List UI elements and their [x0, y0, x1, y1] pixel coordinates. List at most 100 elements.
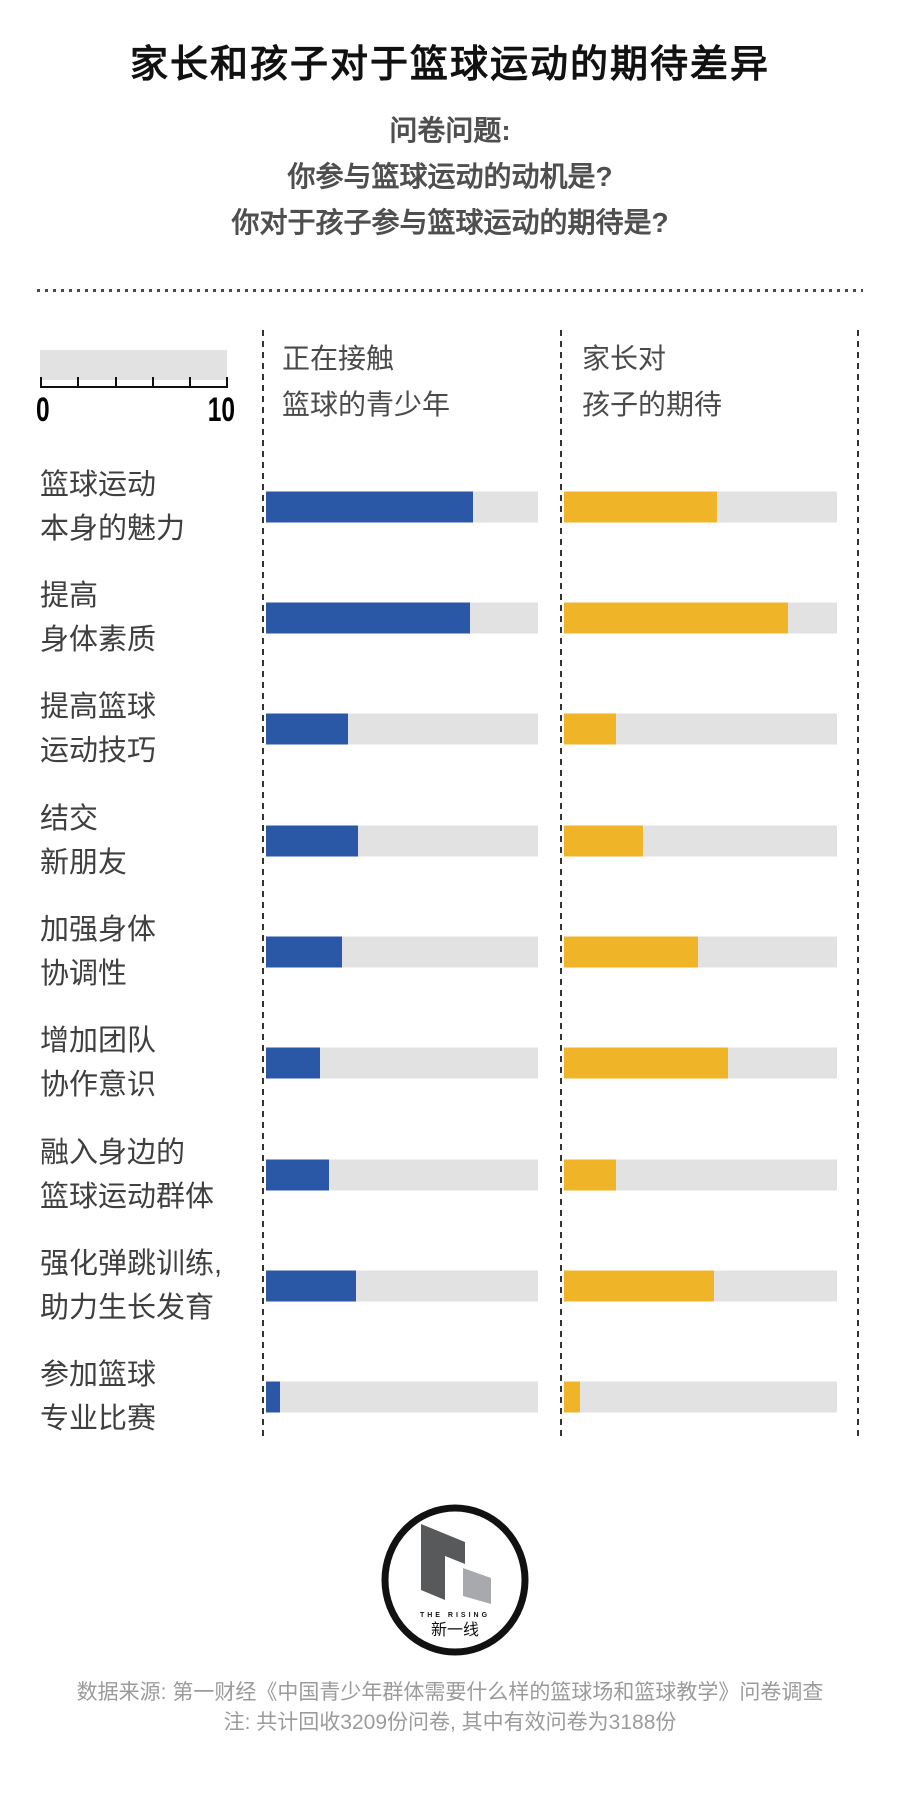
- bar-fill-youth: [266, 602, 470, 634]
- bar-fill-parents: [564, 1159, 616, 1191]
- bar-track-youth: [266, 825, 538, 857]
- row-label-line: 参加篮球: [40, 1359, 157, 1392]
- sample-size-note: 注: 共计回收3209份问卷, 其中有效问卷为3188份: [223, 1711, 677, 1734]
- row-label-line: 篮球运动群体: [40, 1180, 215, 1213]
- survey-question-heading: 问卷问题:: [389, 115, 511, 146]
- row-label-line: 融入身边的: [40, 1136, 186, 1169]
- legend-max-label: 10: [207, 391, 235, 429]
- chart-row: 提高 身体素质: [0, 562, 900, 673]
- row-label: 融入身边的篮球运动群体: [40, 1131, 258, 1219]
- bar-track-youth: [266, 602, 538, 634]
- page-title: 家长和孩子对于篮球运动的期待差异: [129, 44, 770, 86]
- dashed-separator-3: [857, 330, 859, 1440]
- row-label-line: 增加团队: [40, 1025, 157, 1058]
- row-label-line: 协调性: [40, 957, 128, 990]
- bar-track-youth: [266, 1270, 538, 1302]
- legend-axis-line: [40, 386, 228, 388]
- row-label-line: 助力生长发育: [40, 1291, 215, 1324]
- row-label-line: 新朋友: [40, 846, 128, 879]
- row-label-line: 提高: [40, 579, 99, 612]
- bar-fill-youth: [266, 1047, 321, 1079]
- logo-light-flag: [463, 1568, 491, 1604]
- chart-row: 参加篮球 专业比赛: [0, 1342, 900, 1453]
- bar-track-parents: [564, 1381, 837, 1413]
- bar-track-parents: [564, 602, 837, 634]
- bar-fill-parents: [564, 1381, 581, 1413]
- row-label-line: 运动技巧: [40, 735, 157, 768]
- column-header-youth-line2: 篮球的青少年: [282, 389, 451, 420]
- row-label: 增加团队 协作意识: [40, 1019, 258, 1107]
- row-label-line: 结交: [40, 802, 99, 835]
- bar-fill-youth: [266, 1381, 280, 1413]
- dashed-separator-2: [560, 330, 562, 1440]
- column-header-youth-line1: 正在接触: [282, 343, 395, 374]
- bar-track-parents: [564, 825, 837, 857]
- bar-track-parents: [564, 1047, 837, 1079]
- data-source-note: 数据来源: 第一财经《中国青少年群体需要什么样的篮球场和篮球教学》问卷调查: [76, 1681, 824, 1704]
- bar-fill-parents: [564, 1270, 715, 1302]
- legend-tick: [189, 377, 191, 386]
- row-label-line: 专业比赛: [40, 1403, 157, 1436]
- bar-track-youth: [266, 1047, 538, 1079]
- row-label: 强化弹跳训练, 助力生长发育: [40, 1242, 258, 1330]
- legend-tick: [115, 377, 117, 386]
- chart-row: 增加团队 协作意识: [0, 1008, 900, 1119]
- legend-min-label: 0: [36, 391, 50, 429]
- bar-fill-parents: [564, 491, 717, 523]
- column-header-parents-line2: 孩子的期待: [582, 389, 723, 420]
- bar-fill-parents: [564, 936, 698, 968]
- row-label: 提高篮球 运动技巧: [40, 685, 258, 773]
- bar-track-parents: [564, 1270, 837, 1302]
- bar-fill-youth: [266, 1270, 356, 1302]
- bar-track-parents: [564, 713, 837, 745]
- row-label: 篮球运动 本身的魅力: [40, 463, 258, 551]
- bar-track-youth: [266, 491, 538, 523]
- legend-track-sample: [40, 350, 227, 380]
- bar-track-parents: [564, 491, 837, 523]
- chart-row: 结交 新朋友: [0, 785, 900, 896]
- row-label: 提高 身体素质: [40, 574, 258, 662]
- logo-circle: [381, 1504, 529, 1656]
- bar-fill-parents: [564, 1047, 728, 1079]
- chart-row: 融入身边的篮球运动群体: [0, 1119, 900, 1230]
- bar-fill-youth: [266, 825, 359, 857]
- logo-dark-flag: [421, 1524, 465, 1600]
- chart-row: 强化弹跳训练, 助力生长发育: [0, 1230, 900, 1341]
- logo-text-zh: 新一线: [431, 1621, 479, 1639]
- bar-fill-youth: [266, 1159, 329, 1191]
- row-label-line: 篮球运动: [40, 468, 157, 501]
- chart-row: 提高篮球 运动技巧: [0, 674, 900, 785]
- bar-fill-youth: [266, 713, 348, 745]
- survey-question-2: 你对于孩子参与篮球运动的期待是?: [231, 207, 669, 238]
- bar-fill-parents: [564, 713, 616, 745]
- column-header-youth: 正在接触 篮球的青少年: [282, 336, 450, 428]
- the-rising-lab-logo: THE RISING 新一线: [375, 1504, 535, 1656]
- row-label-line: 身体素质: [40, 623, 157, 656]
- bar-track-parents: [564, 936, 837, 968]
- legend-tick: [226, 377, 228, 386]
- bar-track-youth: [266, 1381, 538, 1413]
- row-label-line: 协作意识: [40, 1069, 157, 1102]
- bar-fill-youth: [266, 936, 343, 968]
- column-header-parents-line1: 家长对: [582, 343, 667, 374]
- chart-row: 加强身体 协调性: [0, 896, 900, 1007]
- row-label: 参加篮球 专业比赛: [40, 1353, 258, 1441]
- bar-track-parents: [564, 1159, 837, 1191]
- survey-question-block: 问卷问题: 你参与篮球运动的动机是? 你对于孩子参与篮球运动的期待是?: [0, 108, 900, 246]
- chart-row: 篮球运动 本身的魅力: [0, 451, 900, 562]
- row-label-line: 加强身体: [40, 913, 157, 946]
- dashed-separator-1: [262, 330, 264, 1440]
- legend-tick: [77, 377, 79, 386]
- bar-fill-youth: [266, 491, 473, 523]
- row-label-line: 提高篮球: [40, 691, 157, 724]
- bar-chart-rows: 篮球运动 本身的魅力 提高 身体素质 提高篮球 运动技巧 结交 新朋友 加强身体 协调性 增加团队协…: [0, 451, 900, 1453]
- legend-tick: [40, 377, 42, 386]
- bar-track-youth: [266, 1159, 538, 1191]
- row-label-line: 强化弹跳训练,: [40, 1247, 223, 1280]
- bar-fill-parents: [564, 602, 788, 634]
- row-label: 结交 新朋友: [40, 797, 258, 885]
- dotted-divider: [37, 289, 863, 292]
- column-header-parents: 家长对 孩子的期待: [582, 336, 722, 428]
- row-label: 加强身体 协调性: [40, 908, 258, 996]
